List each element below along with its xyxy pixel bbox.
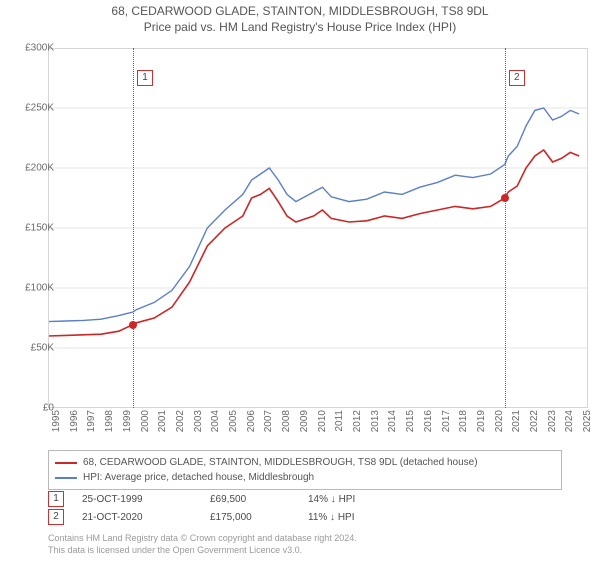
chart-svg: [48, 48, 588, 408]
x-tick-label: 2009: [299, 410, 310, 432]
x-tick-label: 2013: [370, 410, 381, 432]
chart-container: 68, CEDARWOOD GLADE, STAINTON, MIDDLESBR…: [0, 4, 600, 564]
x-tick-label: 2010: [317, 410, 328, 432]
x-tick-label: 2000: [140, 410, 151, 432]
legend-item: 68, CEDARWOOD GLADE, STAINTON, MIDDLESBR…: [55, 455, 555, 470]
transaction-delta: 11% ↓ HPI: [308, 512, 388, 523]
transaction-dot: [501, 194, 509, 202]
x-tick-label: 2002: [175, 410, 186, 432]
x-tick-label: 1999: [122, 410, 133, 432]
transaction-date: 25-OCT-1999: [82, 494, 192, 505]
legend-label: HPI: Average price, detached house, Midd…: [83, 470, 314, 485]
transaction-marker-2: 2: [48, 509, 64, 525]
transaction-price: £175,000: [210, 512, 290, 523]
x-tick-label: 2025: [582, 410, 593, 432]
x-tick-label: 2005: [228, 410, 239, 432]
y-tick-label: £100K: [25, 283, 54, 294]
x-tick-label: 2015: [405, 410, 416, 432]
legend-item: HPI: Average price, detached house, Midd…: [55, 470, 555, 485]
x-tick-label: 2023: [547, 410, 558, 432]
x-tick-label: 2014: [387, 410, 398, 432]
chart-title-address: 68, CEDARWOOD GLADE, STAINTON, MIDDLESBR…: [0, 4, 600, 18]
x-tick-label: 2008: [281, 410, 292, 432]
transaction-vline: [133, 48, 134, 408]
transaction-marker-2: 2: [509, 70, 525, 86]
x-tick-label: 2018: [458, 410, 469, 432]
transaction-row: 2 21-OCT-2020 £175,000 11% ↓ HPI: [48, 508, 548, 526]
y-tick-label: £150K: [25, 223, 54, 234]
credit-line-2: This data is licensed under the Open Gov…: [48, 544, 568, 556]
y-tick-label: £200K: [25, 163, 54, 174]
legend-box: 68, CEDARWOOD GLADE, STAINTON, MIDDLESBR…: [48, 450, 562, 490]
y-tick-label: £250K: [25, 103, 54, 114]
transaction-date: 21-OCT-2020: [82, 512, 192, 523]
chart-subtitle: Price paid vs. HM Land Registry's House …: [0, 20, 600, 34]
transaction-price: £69,500: [210, 494, 290, 505]
x-tick-label: 1997: [86, 410, 97, 432]
x-tick-label: 1996: [69, 410, 80, 432]
x-tick-label: 2019: [476, 410, 487, 432]
x-tick-label: 2020: [494, 410, 505, 432]
chart-area: [48, 48, 588, 408]
series-hpi: [48, 108, 579, 322]
credit-line-1: Contains HM Land Registry data © Crown c…: [48, 532, 568, 544]
legend-label: 68, CEDARWOOD GLADE, STAINTON, MIDDLESBR…: [83, 455, 478, 470]
x-tick-label: 1995: [51, 410, 62, 432]
series-price_paid: [48, 150, 579, 336]
x-tick-label: 2017: [441, 410, 452, 432]
x-tick-label: 2024: [564, 410, 575, 432]
x-tick-label: 2021: [511, 410, 522, 432]
x-tick-label: 2016: [423, 410, 434, 432]
transaction-dot: [129, 321, 137, 329]
transaction-marker-1: 1: [137, 70, 153, 86]
x-tick-label: 2006: [246, 410, 257, 432]
x-tick-label: 2001: [157, 410, 168, 432]
x-tick-label: 2022: [529, 410, 540, 432]
credit-text: Contains HM Land Registry data © Crown c…: [48, 532, 568, 556]
x-tick-label: 2003: [193, 410, 204, 432]
transaction-vline: [505, 48, 506, 408]
x-tick-label: 1998: [104, 410, 115, 432]
transaction-marker-1: 1: [48, 491, 64, 507]
x-tick-label: 2004: [210, 410, 221, 432]
transaction-row: 1 25-OCT-1999 £69,500 14% ↓ HPI: [48, 490, 548, 508]
legend-swatch: [55, 477, 77, 479]
x-tick-label: 2007: [263, 410, 274, 432]
transactions-table: 1 25-OCT-1999 £69,500 14% ↓ HPI 2 21-OCT-2020…: [48, 490, 548, 526]
transaction-delta: 14% ↓ HPI: [308, 494, 388, 505]
x-tick-label: 2012: [352, 410, 363, 432]
legend-swatch: [55, 462, 77, 464]
y-tick-label: £50K: [31, 343, 54, 354]
x-tick-label: 2011: [334, 410, 345, 432]
y-tick-label: £300K: [25, 43, 54, 54]
